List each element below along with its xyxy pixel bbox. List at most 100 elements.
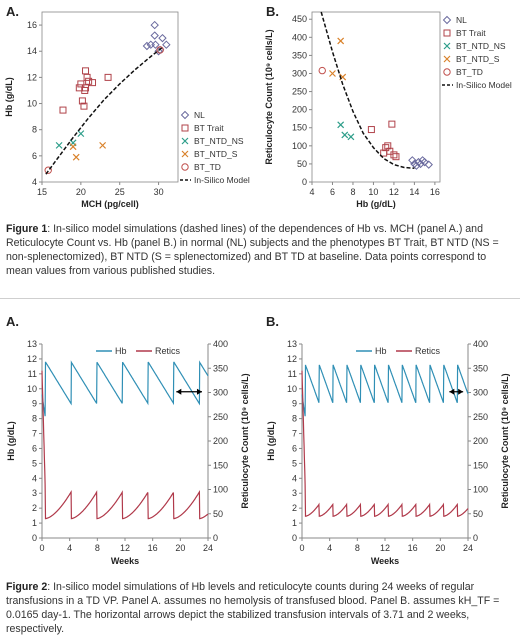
x-tick-label: 4 (309, 187, 314, 197)
legend-marker (443, 42, 451, 50)
y2-tick-label: 400 (213, 339, 228, 349)
x-tick-label: 0 (299, 543, 304, 553)
y2-axis-label: Reticulocyte Count (10⁹ cells/L) (500, 373, 510, 508)
y-tick-label: 100 (292, 141, 307, 151)
legend-label: BT_NTD_NS (456, 41, 506, 51)
y-tick-label: 8 (32, 414, 37, 424)
legend-label: BT_TD (456, 67, 483, 77)
x-axis-label: MCH (pg/cell) (81, 199, 139, 209)
data-point (412, 161, 421, 170)
legend-marker (442, 15, 452, 25)
data-point (162, 40, 171, 49)
legend-marker (443, 29, 451, 37)
hb-series-line (301, 364, 469, 417)
y-tick-label: 6 (32, 151, 37, 161)
y-tick-label: 2 (292, 503, 297, 513)
legend-retics-label: Retics (415, 346, 441, 356)
y-tick-label: 9 (32, 399, 37, 409)
y2-tick-label: 150 (473, 460, 488, 470)
y2-tick-label: 50 (213, 509, 223, 519)
y-tick-label: 5 (292, 458, 297, 468)
data-point (72, 153, 80, 161)
y-tick-label: 300 (292, 68, 307, 78)
y2-tick-label: 250 (213, 412, 228, 422)
data-point (408, 156, 417, 165)
figure2-caption-text: : In-silico model simulations of Hb leve… (6, 581, 500, 635)
data-point (59, 106, 67, 114)
y-tick-label: 7 (32, 429, 37, 439)
x-tick-label: 0 (39, 543, 44, 553)
plot-area (311, 11, 441, 183)
y-axis-label: Reticulocyte Count (10⁹ cells/L) (264, 29, 274, 164)
y-tick-label: 400 (292, 32, 307, 42)
y-tick-label: 0 (302, 177, 307, 187)
x-tick-label: 20 (175, 543, 185, 553)
data-point (104, 73, 112, 81)
y-tick-label: 13 (27, 339, 37, 349)
data-point (318, 66, 326, 75)
x-tick-label: 8 (355, 543, 360, 553)
legend-label: NL (456, 15, 467, 25)
y-tick-label: 1 (292, 518, 297, 528)
legend-label: BT_NTD_S (456, 54, 500, 64)
y2-axis-label: Reticulocyte Count (10⁹ cells/L) (240, 373, 250, 508)
data-point (82, 67, 90, 75)
data-point (85, 77, 93, 85)
panel-label: B. (266, 4, 279, 19)
model-curve (320, 11, 415, 170)
chart-retics-vs-hb: 4 6 8 10 12 14 16 0 50 100 150 200 250 300 350 400 450 Hb… (264, 4, 512, 209)
panel-label: A. (6, 4, 19, 19)
panel-label: A. (6, 314, 19, 329)
y2-tick-label: 200 (473, 436, 488, 446)
data-point (382, 144, 390, 152)
y-tick-label: 12 (27, 354, 37, 364)
x-axis-label: Hb (g/dL) (356, 199, 396, 209)
data-point (146, 40, 156, 49)
x-tick-label: 24 (203, 543, 213, 553)
data-point (367, 126, 375, 134)
y-tick-label: 150 (292, 123, 307, 133)
chart-hb-vs-mch: 15 20 25 30 4 6 8 10 12 14 16 MCH (pg/cell) Hb (g/dL… (4, 4, 250, 209)
data-point (347, 133, 355, 141)
y-tick-label: 5 (32, 458, 37, 468)
y-tick-label: 250 (292, 87, 307, 97)
x-tick-label: 20 (76, 187, 86, 197)
data-point (83, 73, 91, 81)
legend-label: NL (194, 110, 205, 120)
data-point (416, 159, 425, 169)
data-point (424, 160, 433, 169)
y-tick-label: 3 (32, 488, 37, 498)
data-point (77, 130, 85, 138)
chart-transfusion-b: 0 4 8 12 16 20 2401234567891011121305010015020… (266, 314, 510, 566)
data-point (388, 120, 396, 128)
y-tick-label: 16 (27, 20, 37, 30)
data-point (390, 151, 398, 159)
model-curve (45, 46, 163, 175)
data-point (341, 131, 349, 139)
x-axis-label: Weeks (111, 556, 139, 566)
y2-tick-label: 150 (213, 460, 228, 470)
legend-marker (443, 68, 451, 76)
data-point (386, 147, 394, 155)
legend-label: BT Trait (456, 28, 486, 38)
legend-label: BT_TD (194, 162, 221, 172)
data-point (82, 84, 90, 92)
x-tick-label: 12 (120, 543, 130, 553)
x-tick-label: 15 (37, 187, 47, 197)
legend-hb-label: Hb (375, 346, 387, 356)
x-tick-label: 16 (430, 187, 440, 197)
data-point (150, 20, 159, 30)
x-tick-label: 20 (435, 543, 445, 553)
y-tick-label: 14 (27, 46, 37, 56)
y-axis-label: Hb (g/dL) (266, 421, 276, 461)
y-tick-label: 6 (292, 443, 297, 453)
retics-series-line (41, 370, 209, 520)
y2-tick-label: 100 (213, 485, 228, 495)
interval-arrow-head-left (449, 388, 455, 395)
y2-tick-label: 0 (213, 533, 218, 543)
x-tick-label: 16 (148, 543, 158, 553)
x-tick-label: 14 (409, 187, 419, 197)
y-tick-label: 11 (28, 369, 37, 379)
y-tick-label: 450 (292, 14, 307, 24)
data-point (99, 141, 107, 149)
